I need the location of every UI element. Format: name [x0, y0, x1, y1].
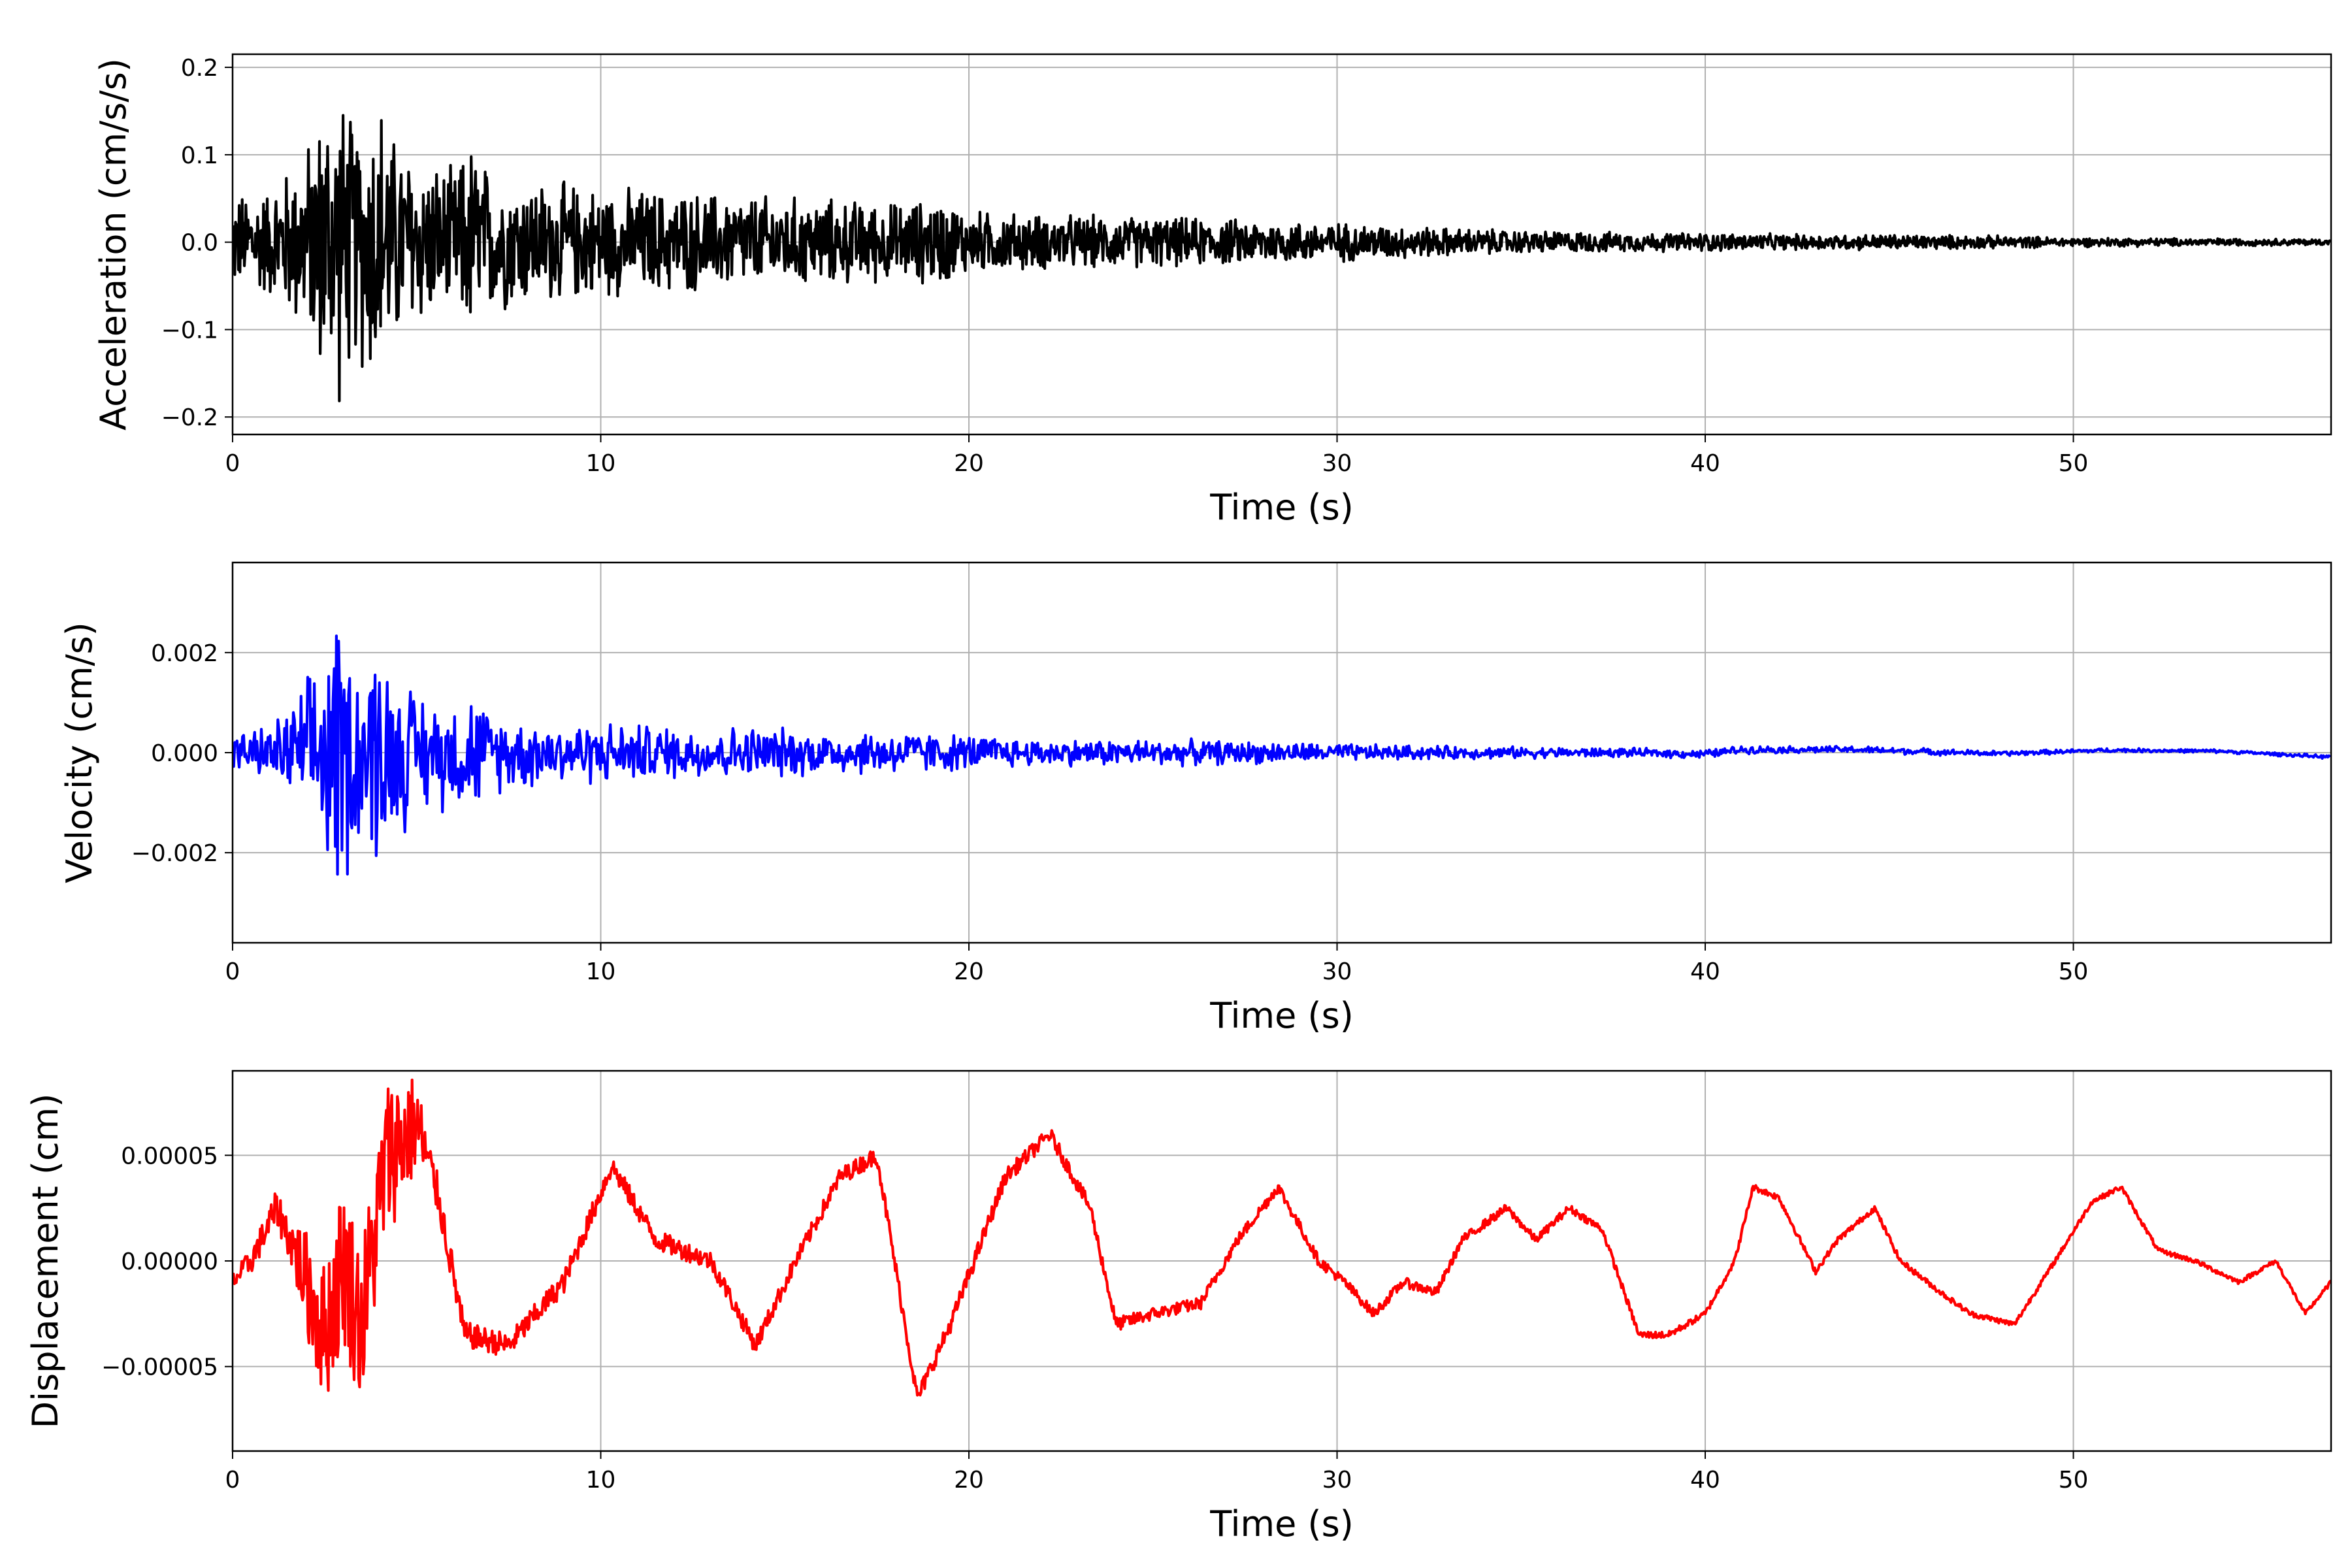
acceleration-ylabel: Acceleration (cm/s/s) — [93, 58, 134, 431]
displacement-xlabel: Time (s) — [1209, 1503, 1354, 1544]
acceleration-series-line — [233, 114, 2331, 402]
acceleration-ytick-label: −0.2 — [161, 404, 218, 431]
acceleration-xtick-label: 20 — [954, 450, 984, 477]
velocity-ytick-label: 0.002 — [151, 640, 218, 667]
velocity-xtick-label: 50 — [2059, 958, 2089, 985]
displacement-xtick-label: 20 — [954, 1467, 984, 1494]
displacement-series-line — [233, 1078, 2331, 1397]
subplot-acceleration: 0 10 20 30 40 50 −0.2 −0.1 0.0 0.1 0.2 Time (s) Acce… — [93, 53, 2332, 528]
acceleration-ytick-label: 0.1 — [181, 142, 218, 169]
acceleration-xtick-label: 50 — [2059, 450, 2089, 477]
acceleration-ytick-label: 0.2 — [181, 55, 218, 82]
acceleration-xtick-label: 40 — [1690, 450, 1720, 477]
velocity-xtick-label: 0 — [225, 958, 240, 985]
velocity-xtick-label: 20 — [954, 958, 984, 985]
displacement-xtick-label: 50 — [2059, 1467, 2089, 1494]
acceleration-xtick-label: 10 — [586, 450, 616, 477]
displacement-xtick-label: 10 — [586, 1467, 616, 1494]
velocity-ylabel: Velocity (cm/s) — [59, 622, 100, 883]
velocity-xtick-label: 30 — [1322, 958, 1352, 985]
acceleration-xlabel: Time (s) — [1209, 487, 1354, 528]
velocity-series-line — [233, 634, 2331, 876]
velocity-ytick-label: −0.002 — [131, 840, 218, 867]
displacement-xtick-label: 30 — [1322, 1467, 1352, 1494]
displacement-xtick-label: 0 — [225, 1467, 240, 1494]
displacement-ytick-label: 0.00000 — [121, 1249, 218, 1275]
velocity-xtick-label: 40 — [1690, 958, 1720, 985]
displacement-xtick-label: 40 — [1690, 1467, 1720, 1494]
acceleration-ytick-label: −0.1 — [161, 317, 218, 344]
displacement-ytick-label: 0.00005 — [121, 1143, 218, 1169]
acceleration-xtick-label: 0 — [225, 450, 240, 477]
velocity-ytick-label: 0.000 — [151, 740, 218, 767]
acceleration-axes-frame — [231, 53, 2332, 436]
velocity-xlabel: Time (s) — [1209, 995, 1354, 1036]
subplot-velocity: 0 10 20 30 40 50 −0.002 0.000 0.002 Time (s) Veloc… — [59, 561, 2332, 1036]
displacement-ytick-label: −0.00005 — [101, 1354, 218, 1381]
subplot-displacement: 0 10 20 30 40 50 −0.00005 0.00000 0.00005 Time (s… — [25, 1070, 2332, 1544]
velocity-xtick-label: 10 — [586, 958, 616, 985]
acceleration-ytick-label: 0.0 — [181, 230, 218, 257]
displacement-ylabel: Displacement (cm) — [25, 1094, 66, 1429]
acceleration-xtick-label: 30 — [1322, 450, 1352, 477]
